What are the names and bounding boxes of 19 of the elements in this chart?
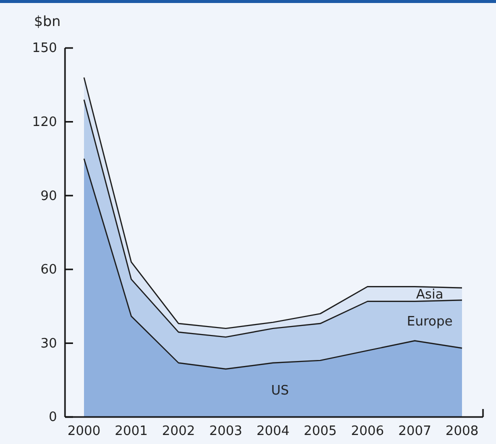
x-tick-label: 2002 [162,424,196,440]
series-label: Asia [416,288,444,303]
series-label: US [271,383,289,398]
x-tick-label: 2006 [350,424,384,440]
x-tick-label: 2000 [67,424,101,440]
y-tick-label: 120 [32,114,57,130]
x-tick-label: 2007 [398,424,432,440]
y-tick-label: 150 [32,41,57,56]
y-tick-label: 0 [48,410,57,426]
x-tick-label: 2005 [304,424,337,440]
series-label: Europe [406,314,453,330]
y-tick-label: 30 [40,336,57,352]
x-tick-label: 2004 [256,424,290,440]
x-tick-label: 2003 [209,424,242,440]
x-tick-label: 2001 [114,424,148,440]
y-tick-label: 90 [40,188,57,204]
x-tick-label: 2008 [445,424,479,440]
y-axis-title: $bn [34,14,61,30]
y-tick-label: 60 [40,262,57,278]
